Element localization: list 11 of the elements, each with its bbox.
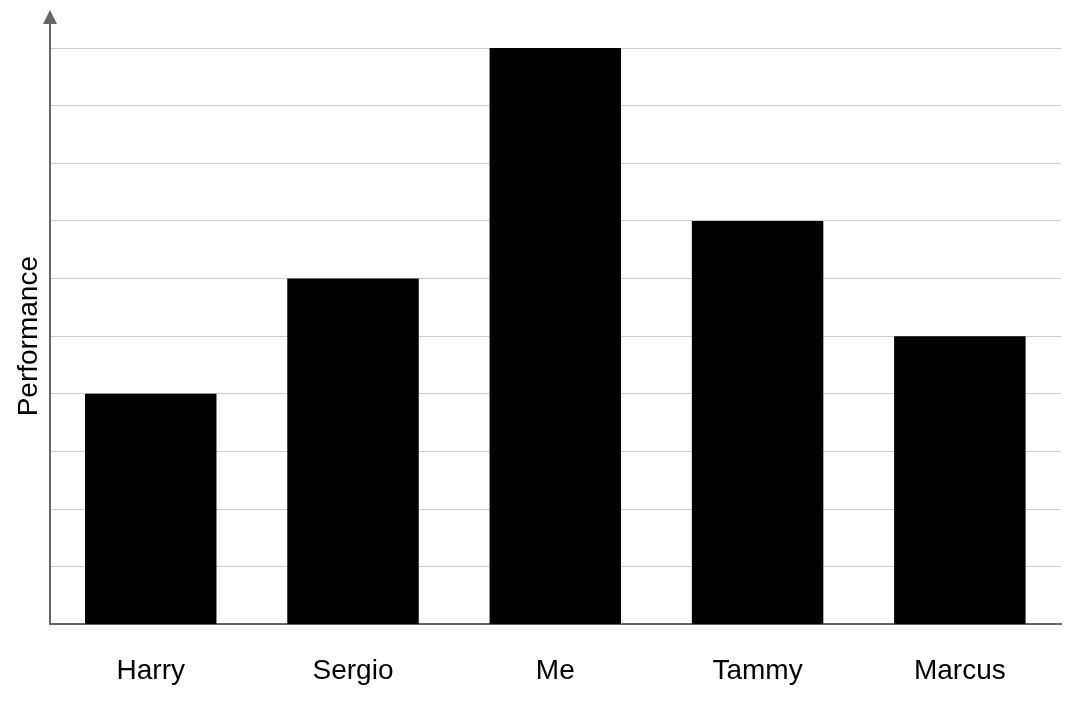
bar bbox=[489, 48, 622, 624]
bar bbox=[85, 393, 217, 624]
bar bbox=[894, 336, 1026, 624]
y-axis-title: Performance bbox=[11, 256, 43, 417]
x-tick-label: Tammy bbox=[712, 653, 803, 685]
bar bbox=[691, 220, 824, 624]
x-tick-label: Harry bbox=[116, 653, 185, 685]
x-tick-label: Sergio bbox=[312, 653, 394, 685]
bar bbox=[287, 278, 419, 624]
x-tick-label: Me bbox=[535, 653, 575, 685]
x-tick-label: Marcus bbox=[913, 653, 1006, 685]
